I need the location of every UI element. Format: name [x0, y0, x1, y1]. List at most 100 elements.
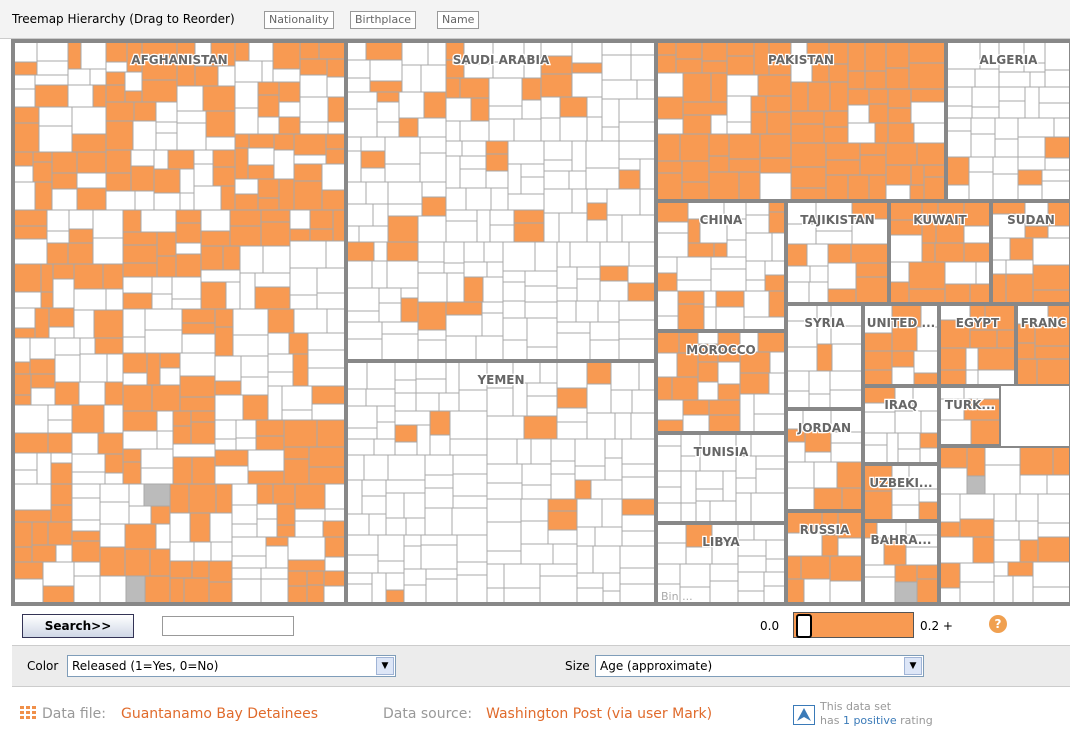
cell — [99, 575, 127, 604]
region-label: YEMEN — [476, 373, 524, 387]
cell — [586, 116, 603, 142]
cell — [556, 421, 588, 440]
size-select[interactable]: Age (approximate) ▼ — [595, 655, 924, 677]
color-select[interactable]: Released (1=Yes, 0=No) ▼ — [67, 655, 396, 677]
cell — [638, 361, 656, 391]
cell — [520, 543, 554, 565]
cell — [483, 241, 504, 263]
cell — [806, 243, 829, 267]
help-icon[interactable]: ? — [989, 615, 1007, 633]
region — [656, 433, 786, 523]
cell — [189, 512, 211, 543]
cell — [830, 442, 863, 463]
cell — [214, 465, 249, 485]
cell — [308, 446, 346, 468]
cell — [267, 353, 294, 373]
cell — [697, 381, 719, 401]
cell — [13, 238, 48, 265]
cell — [728, 133, 761, 160]
cell — [891, 504, 920, 521]
cell — [278, 116, 301, 135]
cell — [140, 467, 174, 485]
cell — [543, 170, 570, 190]
cell — [585, 167, 620, 190]
cell — [175, 222, 202, 244]
cell — [257, 94, 280, 118]
search-input[interactable] — [162, 616, 294, 636]
cell — [214, 380, 242, 396]
region-label: SYRIA — [804, 316, 845, 330]
cell — [1019, 474, 1048, 495]
range-slider[interactable] — [793, 612, 914, 638]
cell — [29, 337, 56, 360]
cell — [368, 513, 387, 536]
dropdown-arrow[interactable]: ▼ — [904, 657, 922, 675]
cell — [710, 114, 728, 135]
breadcrumb-chip[interactable]: Name — [437, 11, 480, 29]
region-label: ALGERIA — [980, 53, 1039, 67]
cell — [262, 245, 291, 274]
cell — [604, 457, 623, 481]
cell — [891, 366, 915, 386]
cell — [969, 329, 998, 349]
cell — [977, 347, 1016, 371]
cell — [790, 81, 809, 112]
cell — [520, 520, 549, 545]
cell — [1017, 169, 1043, 186]
cell — [486, 498, 522, 523]
cell — [786, 281, 810, 304]
cell — [847, 174, 870, 201]
cell — [42, 585, 75, 604]
cell — [94, 337, 124, 355]
rating-suffix: rating — [900, 714, 933, 727]
cell — [526, 395, 558, 417]
cell — [394, 379, 417, 394]
cell — [452, 473, 488, 497]
cell — [759, 172, 792, 201]
cell — [73, 309, 95, 339]
cell — [977, 369, 1016, 386]
cell — [78, 381, 106, 406]
breadcrumb-chip[interactable]: Birthplace — [350, 11, 417, 29]
cell — [1053, 117, 1070, 138]
cell — [874, 122, 889, 144]
rating-line: has 1 positive rating — [820, 714, 933, 728]
cell — [1037, 522, 1070, 538]
cell — [863, 444, 888, 464]
cell — [550, 460, 576, 475]
cell — [294, 520, 324, 538]
cell — [326, 58, 346, 78]
dropdown-arrow[interactable]: ▼ — [376, 657, 394, 675]
cell — [13, 373, 32, 396]
cell — [831, 343, 863, 372]
cell — [619, 567, 656, 585]
cell — [790, 187, 827, 201]
breadcrumb-chip[interactable]: Nationality — [264, 11, 334, 29]
data-source-link[interactable]: Washington Post (via user Mark) — [486, 706, 713, 722]
cell — [559, 96, 588, 118]
cell — [991, 237, 1011, 261]
cell — [481, 301, 504, 314]
cell — [737, 590, 765, 604]
cell — [837, 511, 863, 539]
cell — [656, 470, 682, 488]
cell — [257, 197, 280, 211]
cell — [424, 507, 453, 536]
data-file-link[interactable]: Guantanamo Bay Detainees — [121, 706, 319, 722]
cell — [132, 120, 157, 151]
cell — [311, 385, 346, 405]
cell — [889, 234, 923, 263]
cell — [421, 196, 447, 217]
cell — [234, 133, 250, 149]
search-button[interactable]: Search>> — [22, 614, 134, 638]
cell — [571, 41, 603, 64]
cell — [71, 519, 101, 532]
cell — [885, 41, 910, 69]
rating-link[interactable]: 1 positive — [842, 714, 897, 727]
cell — [737, 523, 755, 541]
cell — [488, 77, 523, 107]
cell — [459, 77, 490, 99]
slider-handle[interactable] — [796, 614, 812, 638]
cell — [307, 332, 346, 351]
cell — [601, 41, 632, 56]
